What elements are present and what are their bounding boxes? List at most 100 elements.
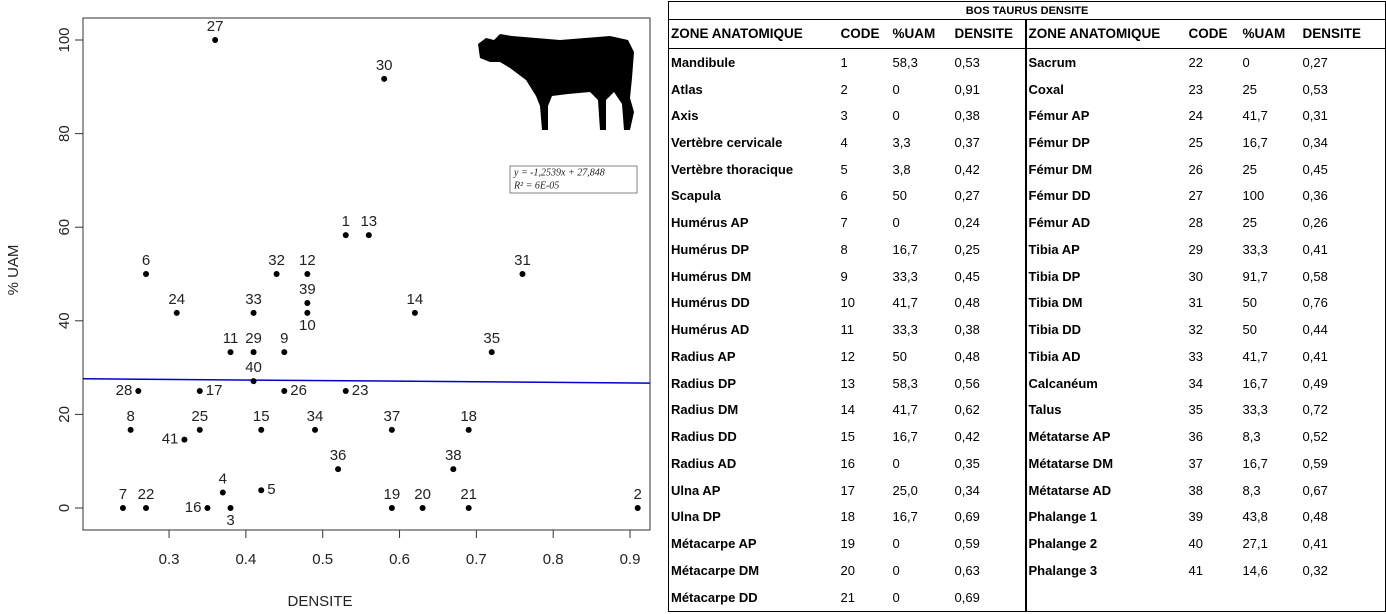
table-cell: 27,1 [1242, 535, 1268, 551]
table-cell [1187, 584, 1241, 612]
table-cell: Radius AD [671, 455, 737, 471]
x-tick-label: 0.4 [235, 551, 256, 568]
table-cell: 0,26 [1302, 215, 1328, 231]
point-label: 33 [245, 291, 262, 308]
point [143, 505, 149, 512]
point-label: 24 [168, 291, 185, 308]
point [465, 426, 472, 433]
table-cell: 0 [892, 215, 900, 231]
table-title: BOS TAURUS DENSITE [668, 1, 1386, 20]
table-cell: 43,8 [1242, 509, 1268, 525]
point-label: 26 [290, 382, 307, 399]
point-label: 38 [445, 447, 462, 464]
point [465, 505, 472, 512]
point-label: 39 [299, 281, 316, 298]
table-row: Humérus AP 7 0 0,24 Fémur AD 28 25 0,26 [669, 209, 1386, 237]
table-cell: 0,24 [954, 215, 980, 231]
point [312, 426, 319, 433]
point [181, 436, 188, 443]
table-cell: 25,0 [892, 482, 918, 498]
table-cell: Radius DP [671, 375, 737, 391]
table-cell: 0,35 [954, 455, 980, 471]
table-cell: 0 [892, 108, 900, 124]
table-cell: 0,27 [1302, 54, 1328, 70]
plot-frame [82, 17, 651, 531]
point [365, 232, 372, 239]
table-cell: 0 [892, 81, 900, 97]
table-cell: 16,7 [892, 429, 918, 445]
point [212, 36, 219, 43]
table-cell [1024, 583, 1187, 612]
table-cell: Ulna AP [671, 482, 721, 498]
column-header: CODE [1186, 19, 1241, 49]
table-cell: 0,42 [954, 161, 980, 177]
table-row: Humérus DP 8 16,7 0,25 Tibia AP 29 33,3 0,41 [669, 236, 1386, 263]
table-cell: 11 [840, 322, 855, 338]
point [304, 271, 311, 277]
table-cell: Humérus AD [671, 322, 750, 338]
point [519, 271, 526, 277]
table-cell: 16,7 [892, 241, 918, 257]
point-label: 16 [185, 499, 202, 516]
point [381, 75, 388, 82]
table-cell: 29 [1188, 241, 1203, 257]
column-header: ZONE ANATOMIQUE [668, 19, 839, 49]
table-cell: 0,48 [1302, 509, 1328, 525]
table-cell: 0,69 [954, 509, 980, 525]
table-cell: 34 [1188, 375, 1203, 391]
y-tick-label: 60 [56, 219, 73, 236]
table-cell: 35 [1188, 402, 1203, 418]
table-cell: Phalange 3 [1024, 556, 1187, 584]
y-axis-title: % UAM [5, 245, 22, 296]
table-cell: Vertèbre thoracique [671, 161, 794, 177]
table-cell: Axis [671, 108, 699, 124]
table-cell: 0,34 [1302, 134, 1328, 150]
point [488, 349, 495, 356]
table-row: Humérus AD 11 33,3 0,38 Tibia DD 32 50 0,44 [669, 316, 1386, 343]
table-cell: Talus [1024, 396, 1187, 424]
point [250, 378, 257, 385]
table-cell: 6 [840, 188, 848, 204]
table-row: Métacarpe DD 21 0 0,69 [669, 583, 1386, 612]
table-cell: Métacarpe DM [671, 562, 760, 578]
point-label: 37 [384, 408, 401, 425]
point-label: 13 [360, 213, 377, 230]
table-cell: 12 [840, 348, 855, 364]
table-cell: 16,7 [892, 509, 918, 525]
table-cell: 25 [1188, 134, 1203, 150]
y-tick-label: 20 [56, 406, 73, 423]
table-cell: 0,58 [1302, 268, 1328, 284]
table-row: Métacarpe DM 20 0 0,63 Phalange 3 41 14,6 0,32 [669, 556, 1386, 584]
table-row: Radius AD 16 0 0,35 Métatarse DM 37 16,7 0,59 [669, 449, 1386, 477]
table-cell: 0,69 [954, 589, 980, 605]
table-cell: 40 [1188, 535, 1203, 551]
point [143, 271, 149, 277]
table-cell: 32 [1188, 322, 1203, 338]
table-cell: 15 [840, 429, 855, 445]
table-cell: Radius AP [671, 348, 736, 364]
table-cell: Phalange 2 [1024, 530, 1187, 557]
table-row: Radius DD 15 16,7 0,42 Métatarse AP 36 8,3 0,52 [669, 423, 1386, 450]
table-row: Scapula 6 50 0,27 Fémur DD 27 100 0,36 [669, 182, 1386, 210]
table-cell: 33,3 [1242, 241, 1268, 257]
table-cell: 0,63 [954, 562, 980, 578]
point-label: 30 [376, 57, 393, 74]
table-cell: 41,7 [892, 402, 918, 418]
table-cell: 0,41 [1302, 348, 1328, 364]
point-label: 41 [162, 431, 179, 448]
point-label: 28 [116, 382, 133, 399]
table-cell: Humérus DP [671, 241, 750, 257]
table-cell: 33 [1188, 348, 1203, 364]
point-label: 27 [207, 18, 224, 35]
table-cell: 41,7 [1242, 108, 1268, 124]
table-cell: Fémur DM [1024, 155, 1187, 183]
point-label: 9 [280, 330, 288, 347]
cow-silhouette [478, 34, 634, 130]
table-cell: 91,7 [1242, 268, 1268, 284]
table-cell: 3,8 [892, 161, 911, 177]
table-cell: 33,3 [892, 322, 918, 338]
column-header: CODE [838, 19, 891, 49]
table-cell: 0 [892, 455, 900, 471]
density-table: BOS TAURUS DENSITE ZONE ANATOMIQUE CODE %UA… [668, 1, 1386, 612]
table-cell: 0,59 [954, 535, 980, 551]
